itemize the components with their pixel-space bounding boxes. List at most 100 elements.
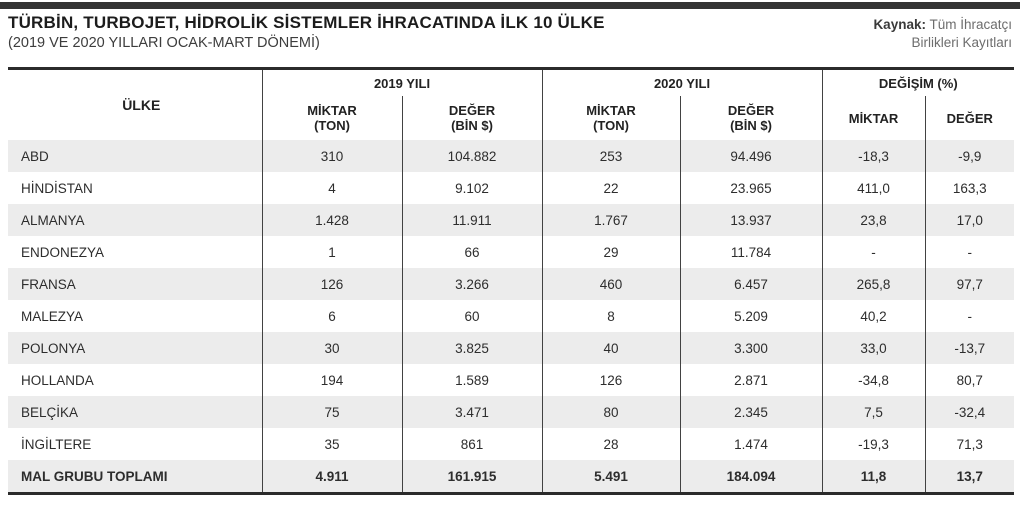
cell-2020-deger: 2.871 — [679, 364, 823, 396]
cell-2019-deger: 66 — [401, 236, 543, 268]
source-label: Kaynak: — [873, 17, 926, 32]
total-row: MAL GRUBU TOPLAMI 4.911 161.915 5.491 18… — [8, 460, 1015, 494]
cell-2019-miktar: 194 — [261, 364, 402, 396]
cell-total-2020-deger: 184.094 — [679, 460, 823, 494]
cell-change-deger: -9,9 — [924, 140, 1015, 172]
cell-change-miktar: 7,5 — [821, 396, 926, 428]
data-table-wrapper: ÜLKE 2019 YILI 2020 YILI DEĞİŞİM (%) MİK… — [8, 67, 1015, 495]
cell-2020-deger: 3.300 — [679, 332, 823, 364]
cell-2020-miktar: 460 — [541, 268, 681, 300]
cell-2019-deger: 3.471 — [401, 396, 543, 428]
cell-change-deger: -32,4 — [924, 396, 1015, 428]
cell-2020-miktar: 80 — [541, 396, 681, 428]
cell-2019-miktar: 35 — [261, 428, 402, 460]
cell-2020-miktar: 40 — [541, 332, 681, 364]
page-title: TÜRBİN, TURBOJET, HİDROLİK SİSTEMLER İHR… — [8, 13, 605, 32]
table-row: HOLLANDA 194 1.589 126 2.871 -34,8 80,7 — [8, 364, 1015, 396]
cell-change-deger: - — [924, 300, 1015, 332]
cell-2020-miktar: 28 — [541, 428, 681, 460]
cell-total-change-miktar: 11,8 — [821, 460, 926, 494]
table-row: HİNDİSTAN 4 9.102 22 23.965 411,0 163,3 — [8, 172, 1015, 204]
cell-2019-deger: 3.266 — [401, 268, 543, 300]
cell-change-miktar: 411,0 — [821, 172, 926, 204]
table-row: İNGİLTERE 35 861 28 1.474 -19,3 71,3 — [8, 428, 1015, 460]
cell-2020-deger: 94.496 — [679, 140, 823, 172]
cell-country: FRANSA — [21, 276, 76, 292]
cell-country: ENDONEZYA — [21, 244, 105, 260]
export-data-table: ÜLKE 2019 YILI 2020 YILI DEĞİŞİM (%) MİK… — [8, 67, 1015, 495]
col-group-2020: 2020 YILI — [541, 68, 823, 96]
cell-change-miktar: -19,3 — [821, 428, 926, 460]
cell-2019-miktar: 30 — [261, 332, 402, 364]
table-footer: MAL GRUBU TOPLAMI 4.911 161.915 5.491 18… — [8, 460, 1015, 494]
cell-total-label: MAL GRUBU TOPLAMI — [21, 468, 168, 484]
cell-2019-miktar: 1.428 — [261, 204, 402, 236]
cell-change-deger: - — [924, 236, 1015, 268]
col-header-2020-deger: DEĞER (BİN $) — [679, 96, 823, 140]
col-group-2019: 2019 YILI — [261, 68, 543, 96]
cell-2020-deger: 5.209 — [679, 300, 823, 332]
cell-change-miktar: -34,8 — [821, 364, 926, 396]
cell-2019-deger: 861 — [401, 428, 543, 460]
cell-2020-deger: 2.345 — [679, 396, 823, 428]
col-header-2019-deger: DEĞER (BİN $) — [401, 96, 543, 140]
cell-2020-miktar: 253 — [541, 140, 681, 172]
cell-2019-deger: 104.882 — [401, 140, 543, 172]
cell-change-miktar: 265,8 — [821, 268, 926, 300]
cell-2019-miktar: 310 — [261, 140, 402, 172]
cell-total-change-deger: 13,7 — [924, 460, 1015, 494]
page-subtitle: (2019 VE 2020 YILLARI OCAK-MART DÖNEMİ) — [8, 35, 320, 51]
cell-country: ALMANYA — [21, 212, 85, 228]
table-row: BELÇİKA 75 3.471 80 2.345 7,5 -32,4 — [8, 396, 1015, 428]
cell-2019-miktar: 1 — [261, 236, 402, 268]
cell-country: ABD — [21, 148, 49, 164]
col-header-country: ÜLKE — [8, 68, 263, 140]
cell-change-deger: 71,3 — [924, 428, 1015, 460]
col-header-change-deger: DEĞER — [924, 96, 1015, 140]
cell-2019-miktar: 75 — [261, 396, 402, 428]
source-note: Kaynak: Tüm İhracatçı Birlikleri Kayıtla… — [873, 12, 1012, 53]
cell-2020-deger: 13.937 — [679, 204, 823, 236]
cell-2019-deger: 1.589 — [401, 364, 543, 396]
table-row: ALMANYA 1.428 11.911 1.767 13.937 23,8 1… — [8, 204, 1015, 236]
cell-2019-deger: 60 — [401, 300, 543, 332]
top-accent-bar — [0, 2, 1020, 9]
col-header-change-miktar: MİKTAR — [821, 96, 926, 140]
table-row: POLONYA 30 3.825 40 3.300 33,0 -13,7 — [8, 332, 1015, 364]
cell-change-deger: 163,3 — [924, 172, 1015, 204]
cell-change-miktar: 23,8 — [821, 204, 926, 236]
cell-change-miktar: -18,3 — [821, 140, 926, 172]
cell-change-miktar: - — [821, 236, 926, 268]
cell-change-miktar: 33,0 — [821, 332, 926, 364]
cell-country: HOLLANDA — [21, 372, 94, 388]
cell-country: İNGİLTERE — [21, 436, 92, 452]
cell-2019-miktar: 6 — [261, 300, 402, 332]
cell-2019-deger: 9.102 — [401, 172, 543, 204]
cell-2020-deger: 1.474 — [679, 428, 823, 460]
cell-change-deger: 97,7 — [924, 268, 1015, 300]
cell-change-miktar: 40,2 — [821, 300, 926, 332]
cell-2020-miktar: 126 — [541, 364, 681, 396]
page-header: TÜRBİN, TURBOJET, HİDROLİK SİSTEMLER İHR… — [8, 12, 1012, 53]
source-line1: Tüm İhracatçı — [925, 17, 1012, 32]
cell-total-2019-deger: 161.915 — [401, 460, 543, 494]
cell-2020-deger: 11.784 — [679, 236, 823, 268]
cell-2020-miktar: 8 — [541, 300, 681, 332]
cell-2019-miktar: 4 — [261, 172, 402, 204]
source-line2: Birlikleri Kayıtları — [911, 35, 1012, 50]
cell-2019-deger: 3.825 — [401, 332, 543, 364]
title-block: TÜRBİN, TURBOJET, HİDROLİK SİSTEMLER İHR… — [8, 12, 605, 53]
cell-2020-miktar: 1.767 — [541, 204, 681, 236]
cell-2019-deger: 11.911 — [401, 204, 543, 236]
cell-2019-miktar: 126 — [261, 268, 402, 300]
cell-2020-deger: 6.457 — [679, 268, 823, 300]
cell-country: MALEZYA — [21, 308, 84, 324]
cell-2020-miktar: 29 — [541, 236, 681, 268]
table-body: ABD 310 104.882 253 94.496 -18,3 -9,9 Hİ… — [8, 140, 1015, 460]
cell-country: POLONYA — [21, 340, 86, 356]
table-row: ABD 310 104.882 253 94.496 -18,3 -9,9 — [8, 140, 1015, 172]
cell-change-deger: 17,0 — [924, 204, 1015, 236]
table-row: FRANSA 126 3.266 460 6.457 265,8 97,7 — [8, 268, 1015, 300]
cell-2020-deger: 23.965 — [679, 172, 823, 204]
col-header-2020-miktar: MİKTAR (TON) — [541, 96, 681, 140]
